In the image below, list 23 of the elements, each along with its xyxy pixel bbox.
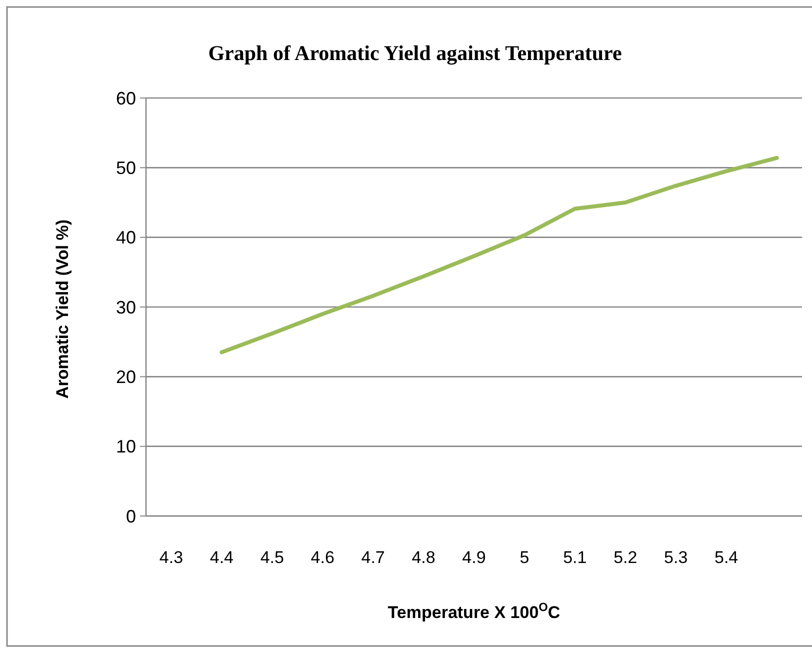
- y-tick-label: 0: [126, 506, 136, 526]
- x-tick-label: 4.3: [159, 548, 184, 567]
- x-tick-label: 4.9: [462, 548, 486, 567]
- x-tick-label: 4.7: [361, 548, 385, 567]
- y-tick-label: 60: [116, 88, 136, 108]
- y-axis-title: Aromatic Yield (Vol %): [53, 219, 72, 399]
- x-tick-label: 5.2: [614, 548, 638, 567]
- x-tick-label: 5.4: [714, 548, 738, 567]
- x-tick-label: 5.3: [664, 548, 688, 567]
- y-tick-label: 50: [116, 158, 136, 178]
- y-tick-label: 30: [116, 297, 136, 318]
- y-tick-label: 40: [116, 228, 136, 248]
- x-tick-label: 4.5: [260, 548, 284, 567]
- x-axis-title: Temperature X 100$^{O}$C: [388, 600, 560, 622]
- y-tick-label: 20: [116, 366, 136, 387]
- y-tick-label: 10: [116, 436, 136, 457]
- x-tick-label: 5.1: [563, 548, 587, 567]
- line-series: [220, 156, 779, 354]
- chart-title: Graph of Aromatic Yield against Temperature: [208, 41, 622, 65]
- x-tick-label: 5: [520, 548, 530, 567]
- x-tick-label: 4.4: [210, 548, 234, 567]
- x-tick-label: 4.8: [412, 548, 436, 567]
- x-tick-label: 4.6: [310, 548, 334, 567]
